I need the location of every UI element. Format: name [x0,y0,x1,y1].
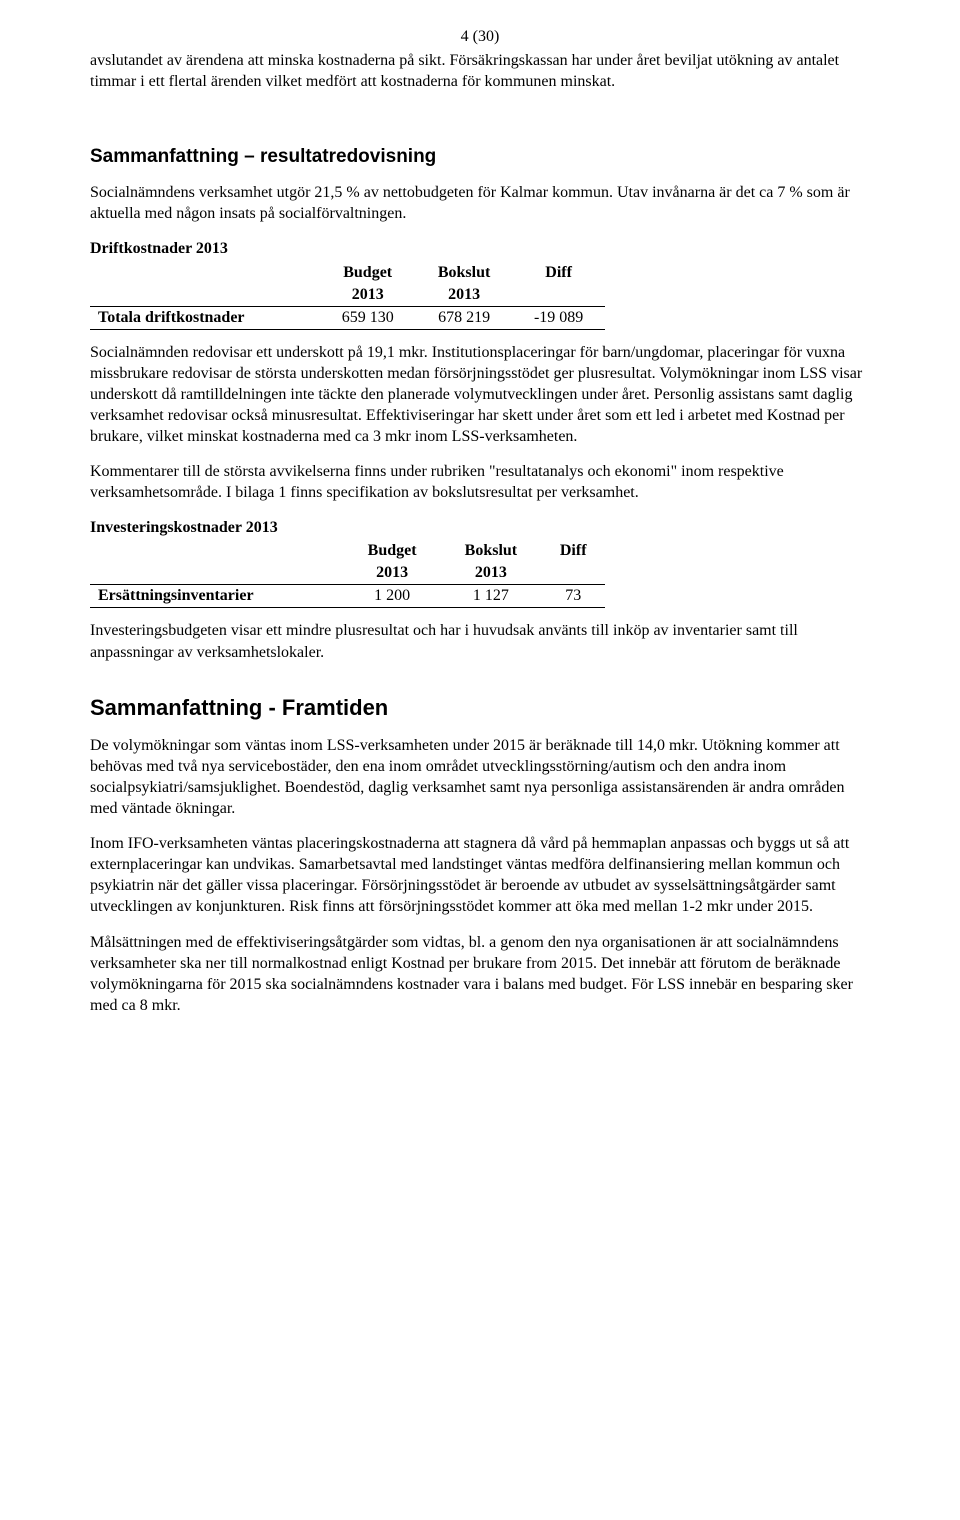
table-subheader-row: 2013 2013 [90,284,605,307]
table-subheader-row: 2013 2013 [90,562,605,585]
td-bokslut: 678 219 [416,306,513,329]
td-diff: -19 089 [512,306,604,329]
table-investering: Budget Bokslut Diff 2013 2013 Ersättning… [90,540,605,608]
th-empty2 [90,562,344,585]
th-year-bokslut: 2013 [440,562,541,585]
td-bokslut: 1 127 [440,585,541,608]
paragraph-verksamhet: Socialnämndens verksamhet utgör 21,5 % a… [90,182,870,224]
th-year-diff [542,562,605,585]
td-diff: 73 [542,585,605,608]
th-budget: Budget [320,262,416,284]
th-budget: Budget [344,540,440,562]
td-label: Totala driftkostnader [90,306,320,329]
th-year-diff [512,284,604,307]
paragraph-malsattning: Målsättningen med de effektiviseringsåtg… [90,932,870,1016]
table-header-row: Budget Bokslut Diff [90,262,605,284]
table-data-row: Ersättningsinventarier 1 200 1 127 73 [90,585,605,608]
table-driftkostnader: Budget Bokslut Diff 2013 2013 Totala dri… [90,262,605,330]
table-header-row: Budget Bokslut Diff [90,540,605,562]
heading-sammanfattning-resultat: Sammanfattning – resultatredovisning [90,146,870,168]
paragraph-kommentarer: Kommentarer till de största avvikelserna… [90,461,870,503]
paragraph-ifo: Inom IFO-verksamheten väntas placeringsk… [90,833,870,917]
th-year-budget: 2013 [320,284,416,307]
th-year-bokslut: 2013 [416,284,513,307]
paragraph-volymokningar: De volymökningar som väntas inom LSS-ver… [90,735,870,819]
subheading-driftkostnader: Driftkostnader 2013 [90,238,870,259]
table-data-row: Totala driftkostnader 659 130 678 219 -1… [90,306,605,329]
td-budget: 1 200 [344,585,440,608]
td-budget: 659 130 [320,306,416,329]
paragraph-underskott: Socialnämnden redovisar ett underskott p… [90,342,870,448]
th-bokslut: Bokslut [440,540,541,562]
heading-framtiden: Sammanfattning - Framtiden [90,695,870,721]
document-page: 4 (30) avslutandet av ärendena att minsk… [0,0,960,1520]
th-diff: Diff [542,540,605,562]
th-empty [90,540,344,562]
th-empty [90,262,320,284]
th-empty2 [90,284,320,307]
th-bokslut: Bokslut [416,262,513,284]
subheading-investering: Investeringskostnader 2013 [90,517,870,538]
paragraph-investeringsbudget: Investeringsbudgeten visar ett mindre pl… [90,620,870,662]
td-label: Ersättningsinventarier [90,585,344,608]
th-year-budget: 2013 [344,562,440,585]
page-number: 4 (30) [461,28,500,46]
paragraph-intro: avslutandet av ärendena att minska kostn… [90,50,870,92]
th-diff: Diff [512,262,604,284]
